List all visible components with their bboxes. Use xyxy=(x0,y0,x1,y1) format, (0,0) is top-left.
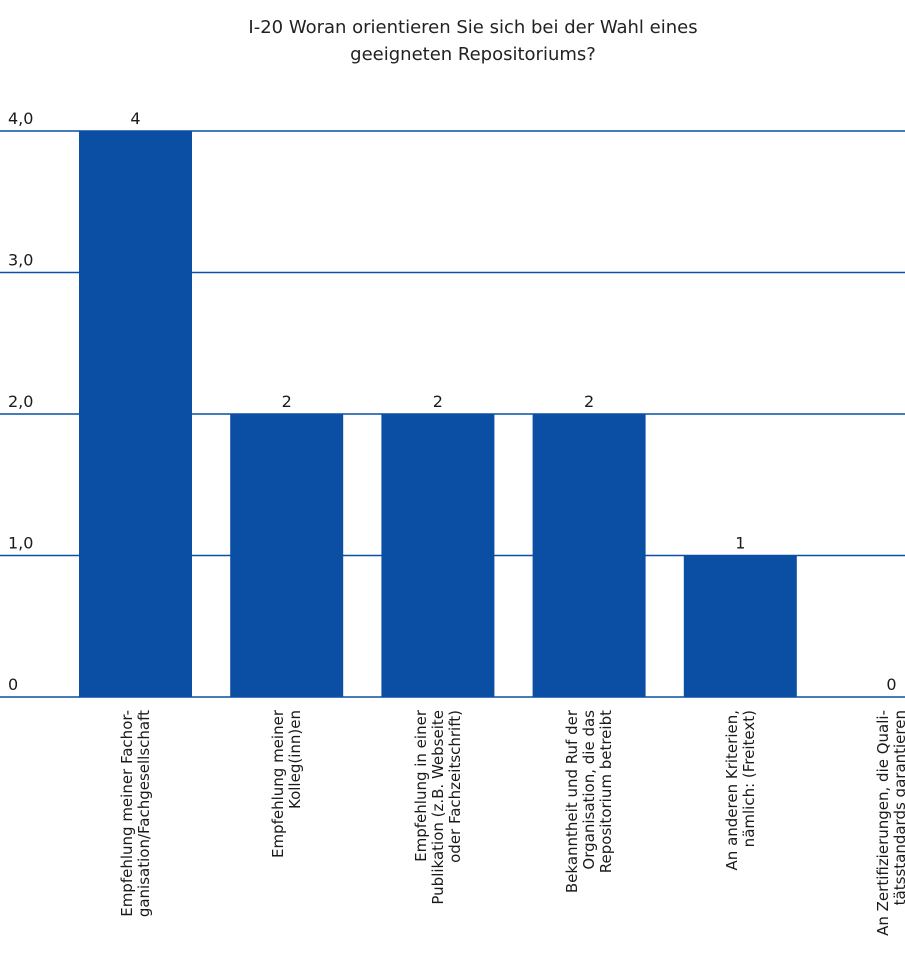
category-label: Bekanntheit und Ruf der Organisation, die… xyxy=(563,709,615,893)
category-label-line: Repositorium betreibt xyxy=(597,710,615,873)
category-label-line: Organisation, die das xyxy=(580,710,598,870)
y-tick-label: 4,0 xyxy=(8,109,33,128)
category-label-line: oder Fachzeitschrift) xyxy=(446,710,464,863)
bar-value-label: 2 xyxy=(433,392,443,411)
bar-value-label: 1 xyxy=(735,534,745,553)
bar xyxy=(230,414,344,697)
category-label: Empfehlung meiner Fachor-ganisation/Fach… xyxy=(118,710,153,917)
category-label: Empfehlung meiner Kolleg(inn)en xyxy=(269,709,304,858)
bar xyxy=(683,555,797,697)
y-tick-label: 2,0 xyxy=(8,392,33,411)
chart-title: I-20 Woran orientieren Sie sich bei der … xyxy=(248,17,697,65)
bars xyxy=(79,131,797,697)
category-label-line: Kolleg(inn)en xyxy=(286,710,304,809)
bar-value-label: 2 xyxy=(282,392,292,411)
y-tick-label: 0 xyxy=(8,675,18,694)
bar xyxy=(381,414,495,697)
chart-title-line: geeigneten Repositoriums? xyxy=(350,44,596,65)
category-label-line: Empfehlung in einer xyxy=(412,709,430,862)
category-label: An anderen Kriterien, nämlich: (Freitext) xyxy=(723,710,758,870)
category-label-line: Empfehlung meiner Fachor- xyxy=(118,710,136,917)
category-label-line: An Zertifizierungen, die Quali- xyxy=(874,710,892,936)
category-label: Empfehlung in einer Publikation (z.B. Web… xyxy=(412,709,464,904)
category-labels: Empfehlung meiner Fachor-ganisation/Fach… xyxy=(118,709,905,936)
bar xyxy=(79,131,192,697)
category-label-line: tätsstandards garantieren xyxy=(891,710,905,905)
value-labels: 4 2 2 2 1 0 xyxy=(130,109,896,694)
category-label-line: Bekanntheit und Ruf der xyxy=(563,709,581,893)
bar-value-label: 0 xyxy=(886,675,896,694)
bar-value-label: 4 xyxy=(130,109,140,128)
category-label-line: An anderen Kriterien, xyxy=(723,710,741,870)
category-label-line: nämlich: (Freitext) xyxy=(740,710,758,847)
category-label-line: Empfehlung meiner xyxy=(269,709,287,858)
y-tick-label: 3,0 xyxy=(8,251,33,270)
y-axis-ticks: 0 1,0 2,0 3,0 4,0 xyxy=(8,109,33,694)
y-tick-label: 1,0 xyxy=(8,534,33,553)
category-label: An Zertifizierungen, die Quali-tätsstand… xyxy=(874,710,905,936)
chart-title-line: I-20 Woran orientieren Sie sich bei der … xyxy=(248,17,697,38)
category-label-line: ganisation/Fachgesellschaft xyxy=(135,710,153,917)
bar xyxy=(532,414,646,697)
bar-value-label: 2 xyxy=(584,392,594,411)
category-label-line: Publikation (z.B. Webseite xyxy=(429,710,447,905)
